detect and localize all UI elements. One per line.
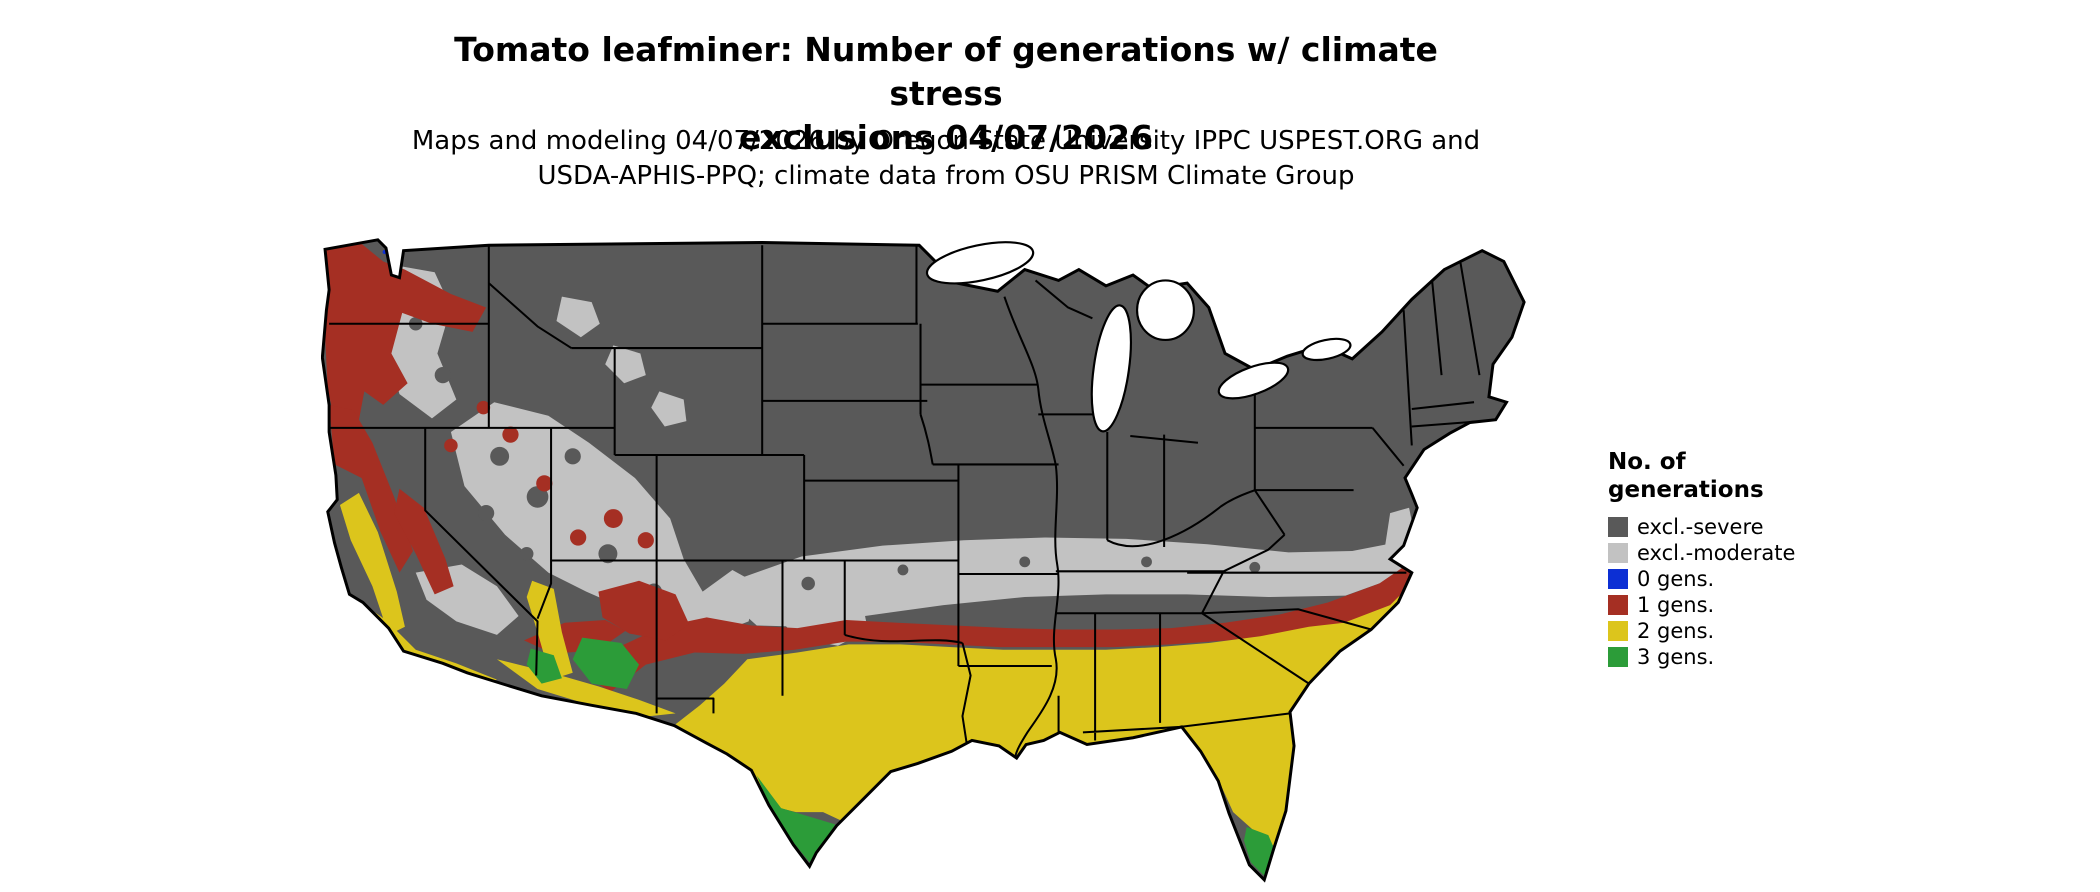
legend-item-2-gens: 2 gens. [1608, 618, 1908, 643]
legend-swatch-excl-severe [1608, 516, 1628, 537]
legend-label-2-gens: 2 gens. [1637, 618, 1715, 643]
legend-label-3-gens: 3 gens. [1637, 644, 1715, 669]
legend-item-1-gens: 1 gens. [1608, 592, 1908, 617]
legend-item-excl-moderate: excl.-moderate [1608, 540, 1908, 565]
region-1-gens [323, 243, 1415, 692]
page-subtitle: Maps and modeling 04/07/2026 by Oregon S… [396, 124, 1496, 194]
page-title: Tomato leafminer: Number of generations … [446, 28, 1446, 160]
page-subtitle-line1: Maps and modeling 04/07/2026 by Oregon S… [411, 126, 1481, 156]
legend-swatch-0-gens [1608, 568, 1628, 589]
legend-title-line2: generations [1608, 477, 1764, 503]
region-2-gens [339, 492, 1418, 846]
legend-title: No. of generations [1608, 448, 1908, 504]
page-title-line1: Tomato leafminer: Number of generations … [454, 30, 1438, 113]
mottle-excl-severe [408, 316, 1261, 600]
lake-michigan [1090, 304, 1132, 433]
legend-swatch-2-gens [1608, 620, 1628, 641]
lake-huron [1135, 279, 1195, 342]
us-map-svg [321, 238, 1526, 882]
legend-swatch-3-gens [1608, 646, 1628, 667]
lake-superior [925, 241, 1035, 285]
page-title-line2: exclusions 04/07/2026 [738, 118, 1154, 157]
lake-ontario [1301, 337, 1352, 362]
legend-title-line1: No. of [1608, 449, 1686, 475]
legend-swatch-1-gens [1608, 594, 1628, 615]
us-generations-map [321, 229, 1539, 892]
page-subtitle-line2: USDA-APHIS-PPQ; climate data from OSU PR… [537, 161, 1355, 191]
lake-erie [1217, 361, 1290, 400]
legend-label-1-gens: 1 gens. [1637, 592, 1715, 617]
state-borders [326, 245, 1483, 757]
legend: No. of generations excl.-severe excl.-mo… [1608, 448, 1908, 670]
legend-label-excl-severe: excl.-severe [1637, 514, 1764, 539]
legend-label-excl-moderate: excl.-moderate [1637, 540, 1796, 565]
legend-item-0-gens: 0 gens. [1608, 566, 1908, 591]
legend-swatch-excl-moderate [1608, 542, 1628, 563]
legend-item-3-gens: 3 gens. [1608, 644, 1908, 669]
great-lakes [925, 241, 1352, 433]
legend-item-excl-severe: excl.-severe [1608, 514, 1908, 539]
legend-label-0-gens: 0 gens. [1637, 566, 1715, 591]
